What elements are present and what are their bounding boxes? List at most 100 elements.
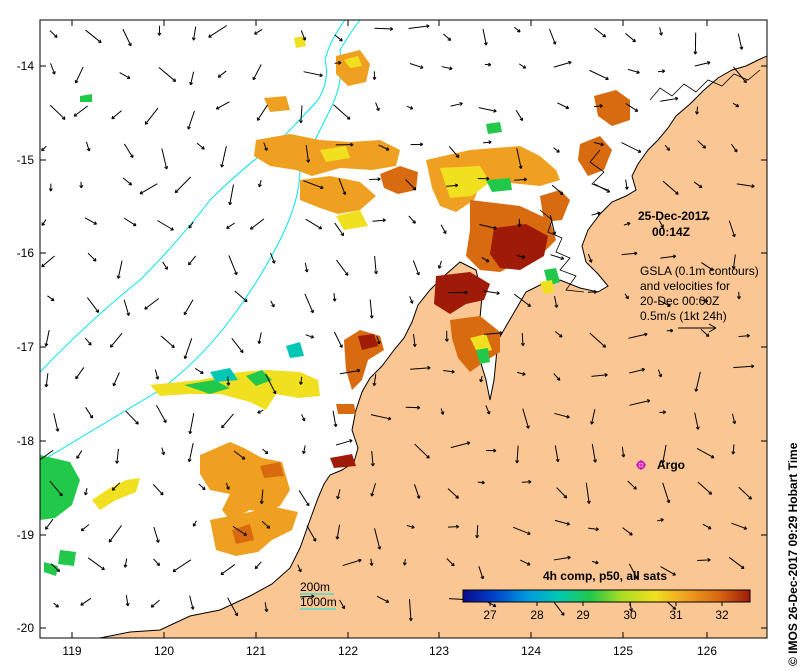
velocity-arrow [122,177,133,186]
velocity-arrow [183,338,193,359]
velocity-arrow [520,559,531,566]
velocity-arrow [299,376,303,385]
velocity-arrow [736,183,755,189]
velocity-arrow [87,252,97,262]
velocity-arrow [515,109,524,122]
velocity-arrow [588,527,599,532]
velocity-arrow [125,410,139,425]
velocity-arrow [522,408,530,429]
velocity-arrow [517,218,522,227]
velocity-arrow [300,30,307,41]
velocity-arrow [257,409,264,414]
legend-1000m: 1000m [300,595,337,609]
colorbar-tick-label: 32 [715,608,729,622]
velocity-arrow [372,374,377,387]
velocity-arrow [660,566,676,576]
velocity-arrow [515,445,520,464]
velocity-arrow [628,332,648,339]
y-tick-label: -20 [17,621,35,635]
velocity-arrow [265,374,277,395]
velocity-arrow [446,183,459,188]
info-line-2: and velocities for [640,279,730,293]
plot-frame [39,19,768,639]
velocity-arrow [478,566,485,580]
credit-text: © IMOS 26-Dec-2017 09:29 Hobart Time [786,442,800,666]
info-line-4: 0.5m/s (1kt 24h) [640,309,727,323]
velocity-arrow [154,369,160,380]
velocity-arrow [585,482,591,504]
velocity-arrow [234,290,248,303]
velocity-arrow [486,448,497,453]
velocity-arrow [405,405,421,410]
velocity-arrow [629,399,651,406]
velocity-arrow [257,179,262,188]
velocity-arrow [481,256,490,263]
velocity-arrow [485,405,491,415]
x-tick-label: 125 [613,644,633,658]
velocity-arrow [53,602,59,608]
velocity-arrow [264,602,269,613]
velocity-arrow [732,413,737,425]
velocity-arrow [306,525,317,542]
velocity-arrow [443,369,455,374]
velocity-arrow [333,104,351,120]
velocity-arrow [406,525,415,529]
velocity-arrow [150,599,160,608]
velocity-arrow [478,107,497,113]
velocity-arrow [53,413,60,432]
velocity-arrow [156,404,167,424]
velocity-arrow [85,141,91,152]
colorbar-tick-label: 30 [623,608,637,622]
velocity-arrow [556,487,568,499]
velocity-arrow [123,299,131,316]
timestamp-time: 00:14Z [652,225,690,239]
velocity-arrow [697,557,711,562]
velocity-arrow [261,520,271,529]
x-tick-label: 119 [62,644,81,658]
velocity-arrow [226,376,231,386]
velocity-arrow [256,104,268,121]
velocity-arrow [553,373,561,381]
velocity-arrow [731,254,736,270]
velocity-arrow [440,224,447,234]
velocity-arrow [728,556,745,570]
velocity-arrow [410,365,431,370]
x-tick-label: 126 [697,644,717,658]
velocity-arrow [187,110,195,130]
x-axis: 119 120 121 122 123 124 125 126 [62,20,717,658]
contour-1000m [40,20,346,373]
velocity-arrow [108,525,122,543]
velocity-arrow [514,177,527,182]
velocity-arrow [198,483,206,491]
velocity-arrow [189,595,195,610]
colorbar-tick-label: 29 [576,608,590,622]
velocity-arrow [554,412,570,419]
velocity-arrow [249,218,265,230]
velocity-arrow [188,255,197,266]
velocity-arrow [157,25,162,36]
velocity-arrow [370,414,392,421]
velocity-arrow [437,260,442,269]
velocity-arrow [554,519,570,526]
velocity-arrow [335,439,353,446]
velocity-arrow [221,413,234,429]
velocity-vectors [40,24,755,622]
velocity-arrow [657,369,663,378]
velocity-arrow [80,524,90,532]
velocity-arrow [84,217,97,225]
velocity-arrow [85,29,102,44]
velocity-arrow [109,332,123,348]
velocity-arrow [621,251,638,256]
velocity-arrow [47,295,55,302]
velocity-arrow [448,146,460,158]
velocity-arrow [554,296,559,308]
velocity-arrow [162,261,168,270]
velocity-arrow [298,490,310,507]
velocity-arrow [334,34,343,42]
velocity-arrow [622,527,633,536]
velocity-arrow [482,28,488,46]
velocity-arrow [340,368,361,375]
velocity-arrow [666,601,677,610]
velocity-arrow [50,563,61,572]
velocity-arrow [302,445,306,455]
